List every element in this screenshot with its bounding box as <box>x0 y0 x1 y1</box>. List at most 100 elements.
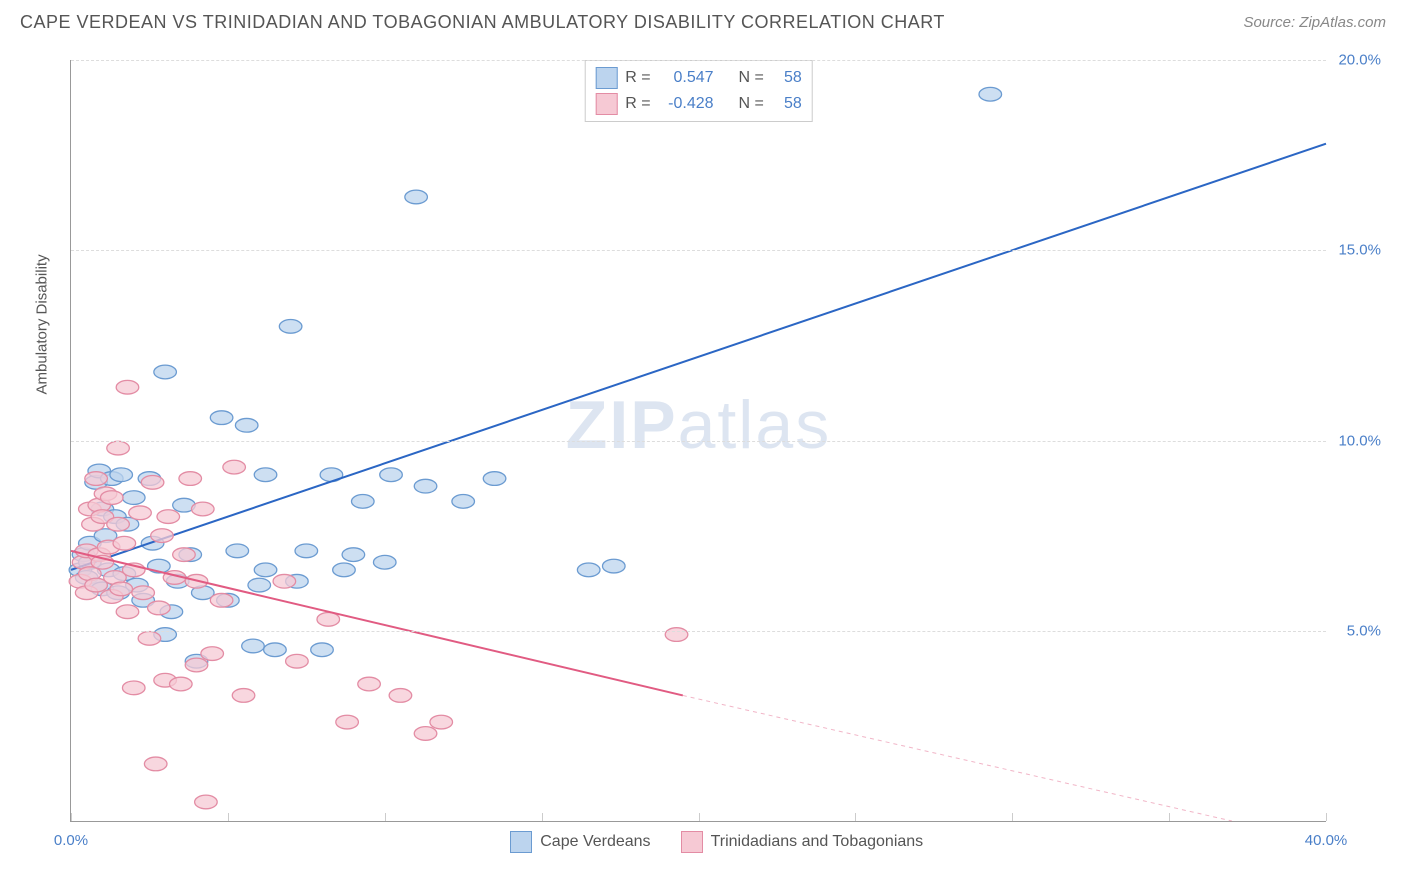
scatter-point <box>226 544 249 558</box>
scatter-point <box>311 643 334 657</box>
scatter-point <box>173 548 196 562</box>
chart-title: CAPE VERDEAN VS TRINIDADIAN AND TOBAGONI… <box>20 12 945 33</box>
scatter-point <box>154 365 177 379</box>
x-tick <box>542 813 543 821</box>
scatter-point <box>210 411 233 425</box>
x-tick <box>228 813 229 821</box>
scatter-point <box>295 544 318 558</box>
x-tick <box>1169 813 1170 821</box>
scatter-point <box>452 495 475 509</box>
legend-item: Trinidadians and Tobagonians <box>681 831 924 853</box>
stats-value-n: 58 <box>772 95 802 113</box>
legend-swatch <box>681 831 703 853</box>
scatter-point <box>100 491 123 505</box>
stats-value-r: 0.547 <box>659 69 714 87</box>
trend-line-extrapolated <box>683 695 1232 821</box>
scatter-point <box>254 468 277 482</box>
chart-container: Ambulatory Disability ZIPatlas R =0.547 … <box>50 50 1386 862</box>
legend-swatch <box>595 67 617 89</box>
x-tick <box>699 813 700 821</box>
scatter-point <box>210 593 233 607</box>
legend-label: Trinidadians and Tobagonians <box>711 833 924 851</box>
gridline-horizontal <box>71 60 1326 61</box>
stats-value-r: -0.428 <box>659 95 714 113</box>
scatter-point <box>113 536 136 550</box>
stats-legend-box: R =0.547 N =58R =-0.428 N =58 <box>584 60 813 122</box>
scatter-point <box>195 795 218 809</box>
gridline-horizontal <box>71 631 1326 632</box>
scatter-point <box>151 529 174 543</box>
scatter-point <box>107 517 130 531</box>
scatter-point <box>430 715 453 729</box>
scatter-point <box>279 320 302 334</box>
gridline-horizontal <box>71 441 1326 442</box>
stats-row: R =-0.428 N =58 <box>595 91 802 117</box>
scatter-point <box>342 548 365 562</box>
scatter-point <box>85 472 108 486</box>
scatter-point <box>389 689 412 703</box>
y-tick-label: 15.0% <box>1338 242 1381 259</box>
scatter-point <box>110 468 133 482</box>
scatter-point <box>122 491 145 505</box>
scatter-point <box>132 586 155 600</box>
scatter-point <box>242 639 265 653</box>
scatter-point <box>286 654 309 668</box>
stats-row: R = 0.547 N = 58 <box>595 65 802 91</box>
x-tick-label: 0.0% <box>54 832 88 849</box>
y-tick-label: 10.0% <box>1338 432 1381 449</box>
scatter-point <box>144 757 167 771</box>
scatter-point <box>185 658 208 672</box>
scatter-point <box>333 563 356 577</box>
source-attribution: Source: ZipAtlas.com <box>1243 14 1386 31</box>
scatter-point <box>157 510 180 524</box>
scatter-point <box>380 468 403 482</box>
scatter-point <box>232 689 255 703</box>
scatter-point <box>264 643 287 657</box>
x-tick <box>71 813 72 821</box>
scatter-point <box>235 418 258 432</box>
scatter-point <box>110 582 133 596</box>
gridline-horizontal <box>71 250 1326 251</box>
scatter-point <box>577 563 600 577</box>
scatter-point <box>414 479 437 493</box>
scatter-point <box>273 574 296 588</box>
scatter-point <box>191 502 214 516</box>
legend-swatch <box>595 93 617 115</box>
scatter-point <box>351 495 374 509</box>
scatter-point <box>602 559 625 573</box>
x-tick <box>1326 813 1327 821</box>
y-tick-label: 20.0% <box>1338 52 1381 69</box>
scatter-point <box>373 555 396 569</box>
scatter-point <box>223 460 246 474</box>
stats-label-r: R = <box>625 69 650 87</box>
scatter-point <box>170 677 193 691</box>
scatter-point <box>116 380 139 394</box>
scatter-point <box>248 578 271 592</box>
scatter-point <box>979 87 1002 101</box>
scatter-point <box>358 677 381 691</box>
scatter-point <box>148 601 171 615</box>
stats-label-r: R = <box>625 95 650 113</box>
y-tick-label: 5.0% <box>1347 622 1381 639</box>
x-tick <box>385 813 386 821</box>
stats-label-n: N = <box>738 69 763 87</box>
scatter-point <box>414 727 437 741</box>
scatter-point <box>116 605 139 619</box>
scatter-point <box>129 506 152 520</box>
legend-label: Cape Verdeans <box>540 833 650 851</box>
stats-value-n: 58 <box>772 69 802 87</box>
scatter-point <box>483 472 506 486</box>
chart-header: CAPE VERDEAN VS TRINIDADIAN AND TOBAGONI… <box>0 0 1406 41</box>
scatter-point <box>665 628 688 642</box>
scatter-point <box>141 476 164 490</box>
trend-line <box>71 144 1326 570</box>
scatter-point <box>405 190 428 204</box>
scatter-point <box>179 472 202 486</box>
x-tick <box>1012 813 1013 821</box>
legend-item: Cape Verdeans <box>510 831 650 853</box>
y-axis-title: Ambulatory Disability <box>34 254 51 394</box>
scatter-point <box>201 647 224 661</box>
x-tick-label: 40.0% <box>1305 832 1348 849</box>
series-legend: Cape Verdeans Trinidadians and Tobagonian… <box>510 831 923 853</box>
scatter-point <box>336 715 359 729</box>
